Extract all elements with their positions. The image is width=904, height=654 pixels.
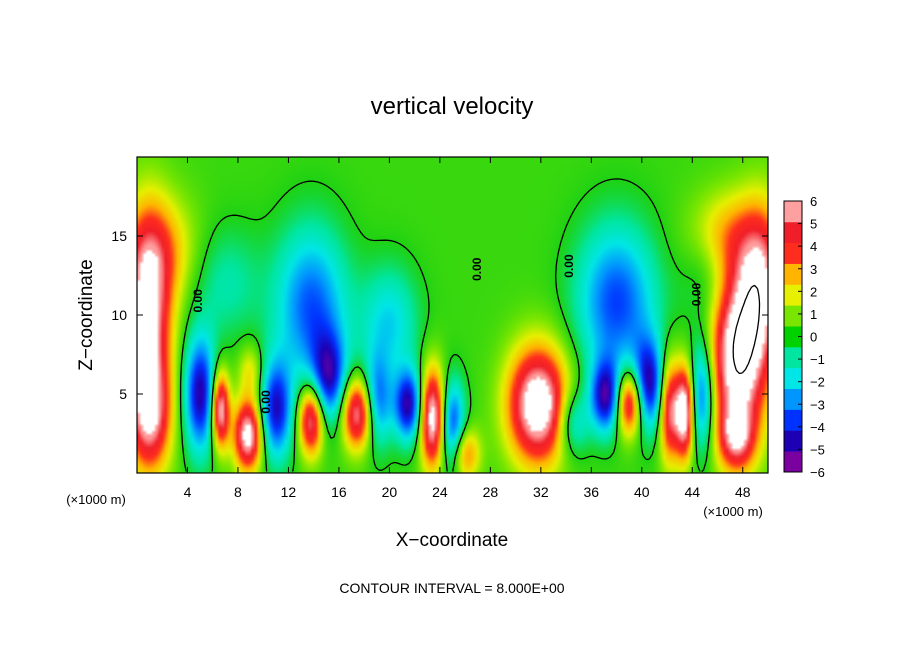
contour-label: 0.00 bbox=[259, 390, 273, 414]
colorbar-segment bbox=[784, 451, 802, 473]
plot-area: 0.000.000.00 0.000.00 4 8 12 16 20 24 28 32 36 40 4… bbox=[111, 156, 769, 500]
colorbar-segment bbox=[784, 409, 802, 431]
colorbar-segment bbox=[784, 326, 802, 348]
contour-label: 0.00 bbox=[191, 289, 205, 313]
contour-interval-note: CONTOUR INTERVAL = 8.000E+00 bbox=[339, 580, 564, 596]
y-axis: 5 10 15 bbox=[111, 228, 768, 402]
y-tick-label: 5 bbox=[119, 386, 127, 402]
x-tick-label: 36 bbox=[584, 484, 600, 500]
colorbar-label: −1 bbox=[810, 352, 825, 367]
x-tick-label: 24 bbox=[432, 484, 448, 500]
colorbar-label: −4 bbox=[810, 420, 825, 435]
colorbar-segment bbox=[784, 201, 802, 223]
contour-labels: 0.00 0.00 0.00 0.00 0.00 bbox=[191, 254, 703, 414]
colorbar-segment bbox=[784, 367, 802, 390]
x-axis: 4 8 12 16 20 24 28 32 36 40 44 48 bbox=[184, 157, 751, 500]
x-tick-label: 32 bbox=[533, 484, 549, 500]
x-tick-label: 40 bbox=[634, 484, 650, 500]
colorbar-label: 6 bbox=[810, 194, 817, 209]
x-tick-label: 4 bbox=[184, 484, 192, 500]
x-unit-right: (×1000 m) bbox=[703, 504, 763, 519]
contour-zero bbox=[179, 178, 712, 473]
colorbar-segment bbox=[784, 221, 802, 244]
x-tick-label: 44 bbox=[684, 484, 700, 500]
x-tick-label: 8 bbox=[234, 484, 242, 500]
contour-label: 0.00 bbox=[562, 254, 576, 278]
colorbar-segment bbox=[784, 346, 802, 369]
zero-contours bbox=[179, 178, 761, 473]
colorbar-segment bbox=[784, 430, 802, 452]
chart-title: vertical velocity bbox=[371, 93, 534, 120]
colorbar: 6 5 4 3 2 1 0 −1 −2 −3 −4 −5 −6 bbox=[783, 194, 825, 480]
colorbar-label: 3 bbox=[810, 262, 817, 277]
colorbar-segment bbox=[784, 284, 802, 306]
x-tick-label: 20 bbox=[382, 484, 398, 500]
colorbar-segment bbox=[784, 263, 802, 285]
colorbar-segment bbox=[784, 242, 802, 264]
y-tick-label: 15 bbox=[111, 228, 127, 244]
colorbar-label: 2 bbox=[810, 284, 817, 299]
y-axis-label: Z−coordinate bbox=[76, 259, 97, 370]
x-tick-label: 48 bbox=[735, 484, 751, 500]
contour-label: 0.00 bbox=[689, 282, 703, 306]
y-tick-label: 10 bbox=[111, 307, 127, 323]
x-axis-label: X−coordinate bbox=[396, 530, 509, 551]
colorbar-segment bbox=[784, 305, 802, 327]
colorbar-label: −3 bbox=[810, 397, 825, 412]
colorbar-label: −6 bbox=[810, 465, 825, 480]
contour-positive bbox=[732, 284, 761, 375]
colorbar-label: −2 bbox=[810, 375, 825, 390]
colorbar-label: 5 bbox=[810, 217, 817, 232]
x-tick-label: 16 bbox=[331, 484, 347, 500]
velocity-field bbox=[137, 157, 768, 473]
x-tick-label: 12 bbox=[281, 484, 297, 500]
x-tick-label: 28 bbox=[483, 484, 499, 500]
colorbar-segment bbox=[784, 388, 802, 410]
x-unit-left: (×1000 m) bbox=[66, 492, 126, 507]
colorbar-label: 0 bbox=[810, 330, 817, 345]
colorbar-label: 4 bbox=[810, 239, 817, 254]
colorbar-label: 1 bbox=[810, 307, 817, 322]
colorbar-label: −5 bbox=[810, 442, 825, 457]
contour-label: 0.00 bbox=[470, 257, 484, 281]
